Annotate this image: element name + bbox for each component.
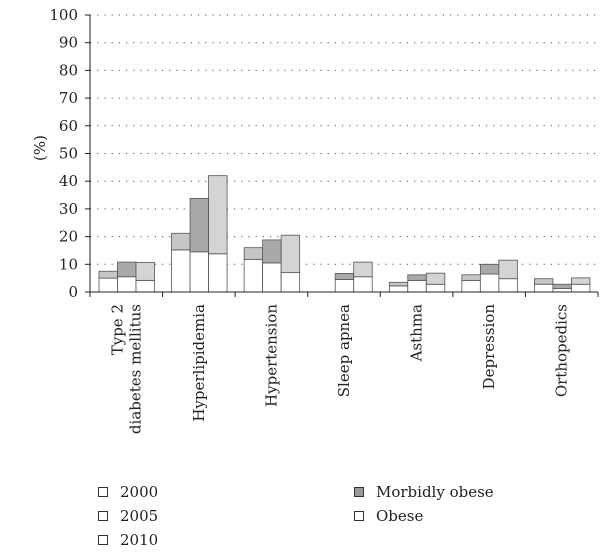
- bar-obese-2010: [135, 279, 155, 293]
- category-label: Depression: [480, 304, 498, 390]
- category-label: Type 2: [108, 304, 126, 355]
- bar-obese-2010: [208, 253, 228, 293]
- bar-obese-2010: [353, 276, 373, 293]
- legend-years: 2000 2005 2010: [98, 480, 158, 552]
- legend-swatch-2000: [98, 487, 108, 497]
- bar-obese-2010: [280, 272, 301, 293]
- category-label: Asthma: [408, 304, 426, 362]
- bar-obese-2010: [571, 283, 591, 293]
- bar-morbidly-obese-2005: [334, 273, 355, 280]
- legend-types: Morbidly obese Obese: [354, 480, 494, 528]
- bar-morbidly-obese-2000: [171, 232, 191, 251]
- bar-morbidly-obese-2005: [407, 274, 427, 281]
- y-tick-label: 20: [59, 228, 78, 246]
- bar-obese-2000: [534, 283, 554, 293]
- category-labels: Type 2 diabetes mellitus Hyperlipidemia Hyp…: [108, 304, 570, 434]
- y-tick-label: 70: [59, 89, 78, 107]
- bar-obese-2010: [425, 283, 446, 293]
- legend-label-2000: 2000: [120, 483, 159, 501]
- bar-morbidly-obese-2000: [388, 281, 409, 287]
- bar-morbidly-obese-2000: [98, 270, 118, 279]
- bar-morbidly-obese-2010: [135, 261, 155, 281]
- bar-morbidly-obese-2010: [353, 261, 373, 278]
- bar-morbidly-obese-2005: [189, 197, 209, 253]
- legend-item-obese: Obese: [354, 504, 494, 528]
- legend-item-2005: 2005: [98, 504, 158, 528]
- bar-obese-2005: [407, 279, 427, 293]
- bar-obese-2000: [98, 277, 118, 293]
- bar-obese-2000: [388, 285, 409, 293]
- bar-morbidly-obese-2010: [208, 175, 228, 255]
- bar-obese-2000: [243, 258, 264, 293]
- category-label: Hyperlipidemia: [190, 304, 208, 422]
- bar-morbidly-obese-2010: [280, 234, 301, 274]
- y-tick-label: 0: [68, 283, 78, 301]
- bar-obese-2005: [334, 279, 355, 293]
- legend-item-2010: 2010: [98, 528, 158, 552]
- legend-label-2005: 2005: [120, 507, 159, 525]
- bar-obese-2000: [171, 249, 191, 293]
- legend-swatch-morbidly-obese: [354, 487, 364, 497]
- y-axis-label: (%): [31, 135, 49, 161]
- legend-label-morbidly-obese: Morbidly obese: [376, 483, 494, 501]
- bar-morbidly-obese-2000: [534, 278, 554, 285]
- legend-swatch-obese: [354, 511, 364, 521]
- y-tick-label: 10: [59, 255, 78, 273]
- y-tick-label: 30: [59, 200, 78, 218]
- bar-obese-2005: [479, 273, 500, 293]
- legend-item-morbidly-obese: Morbidly obese: [354, 480, 494, 504]
- y-tick-label: 100: [49, 6, 78, 24]
- bar-obese-2005: [262, 262, 282, 293]
- x-axis: [89, 291, 599, 297]
- legend-swatch-2010: [98, 535, 108, 545]
- bar-morbidly-obese-2010: [425, 272, 446, 285]
- y-axis: 0 10 20 30 40 50 60 70 80 90 100: [49, 6, 91, 301]
- bar-morbidly-obese-2005: [117, 261, 137, 278]
- category-label: diabetes mellitus: [126, 304, 144, 434]
- category-label: Sleep apnea: [335, 304, 353, 397]
- bar-morbidly-obese-2010: [498, 259, 518, 280]
- bar-morbidly-obese-2005: [262, 239, 282, 264]
- bar-morbidly-obese-2000: [243, 247, 264, 260]
- y-tick-label: 80: [59, 61, 78, 79]
- bar-morbidly-obese-2000: [461, 274, 481, 281]
- gridlines: [90, 14, 598, 265]
- bar-obese-2005: [117, 276, 137, 293]
- category-label: Hypertension: [262, 304, 280, 407]
- bar-obese-2000: [461, 279, 481, 293]
- legend-label-2010: 2010: [120, 531, 159, 549]
- legend-swatch-2005: [98, 511, 108, 521]
- legend-item-2000: 2000: [98, 480, 158, 504]
- bar-morbidly-obese-2010: [571, 277, 591, 285]
- y-tick-label: 40: [59, 172, 78, 190]
- bars: [98, 175, 591, 293]
- bar-obese-2005: [189, 251, 209, 293]
- bar-obese-2010: [498, 278, 518, 293]
- category-label: Orthopedics: [553, 304, 571, 397]
- bar-obese-2005: [552, 287, 572, 293]
- y-tick-label: 90: [59, 34, 78, 52]
- legend-label-obese: Obese: [376, 507, 424, 525]
- bar-morbidly-obese-2005: [479, 263, 500, 275]
- bar-morbidly-obese-2005: [552, 283, 572, 289]
- y-tick-label: 50: [59, 145, 78, 163]
- y-tick-label: 60: [59, 117, 78, 135]
